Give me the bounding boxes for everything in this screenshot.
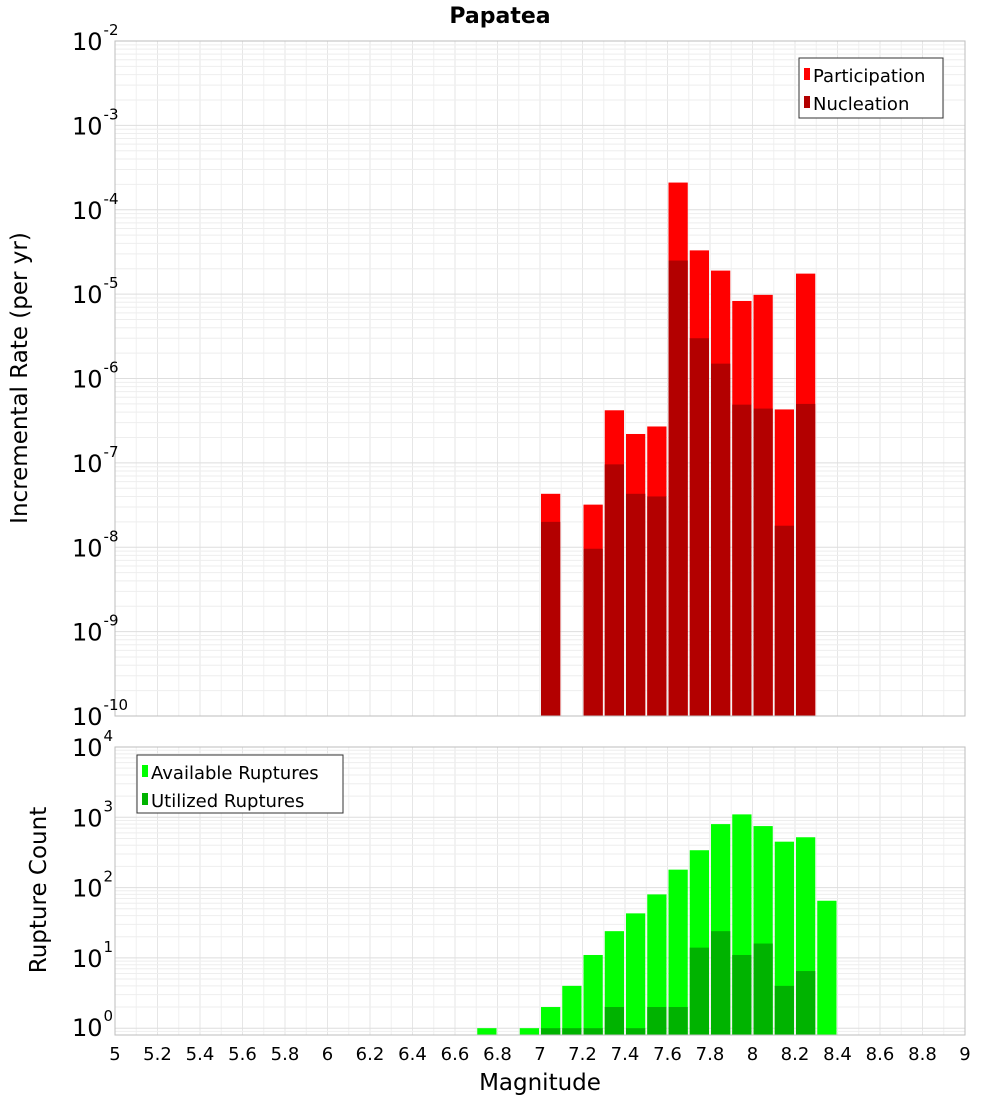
x-tick-label: 7.6 xyxy=(653,1044,682,1065)
top-y-tick-labels: 10-10 10-9 10-8 10-7 10-6 10-5 10-4 10-3 10-2 xyxy=(72,21,128,731)
top-bar-nucleation xyxy=(732,404,752,716)
x-tick-label: 5.8 xyxy=(271,1044,300,1065)
bottom-panel: 100 101 102 103 104 5 5.2 5.4 5.6 5.8 6 6.2 6.4 6.6 6… xyxy=(26,727,971,1096)
top-legend-label: Participation xyxy=(813,66,925,87)
x-tick-label: 7.8 xyxy=(696,1044,725,1065)
bottom-bar-utilized-ruptures xyxy=(753,943,773,1035)
top-bar-nucleation xyxy=(796,403,816,716)
top-bar-nucleation xyxy=(583,548,603,716)
bottom-bar-utilized-ruptures xyxy=(647,1007,667,1035)
top-y-tick-label: 10-7 xyxy=(72,443,119,478)
bottom-bar-available-ruptures xyxy=(583,954,603,1035)
bottom-bar-utilized-ruptures xyxy=(604,1007,624,1035)
x-tick-label: 5 xyxy=(109,1044,120,1065)
top-panel: 10-10 10-9 10-8 10-7 10-6 10-5 10-4 10-3 10-2 In… xyxy=(7,21,966,731)
top-bar-nucleation xyxy=(604,464,624,716)
bottom-y-tick-labels: 100 101 102 103 104 xyxy=(72,727,113,1042)
top-plot-border xyxy=(114,40,966,717)
x-tick-label: 6.6 xyxy=(441,1044,470,1065)
x-tick-label: 5.2 xyxy=(143,1044,172,1065)
bottom-legend-swatch xyxy=(142,793,148,805)
x-tick-label: 6.8 xyxy=(483,1044,512,1065)
bottom-plot-border xyxy=(114,746,966,1036)
top-y-tick-label: 10-8 xyxy=(72,527,119,562)
x-tick-label: 5.4 xyxy=(186,1044,215,1065)
top-y-tick-label: 10-5 xyxy=(72,274,119,309)
top-bar-nucleation xyxy=(626,493,646,716)
x-tick-label: 6.2 xyxy=(356,1044,385,1065)
bottom-bar-utilized-ruptures xyxy=(711,931,731,1035)
top-bar-nucleation xyxy=(753,408,773,716)
bottom-y-tick-label: 101 xyxy=(72,938,113,973)
bottom-bar-utilized-ruptures xyxy=(796,971,816,1035)
bottom-bar-utilized-ruptures xyxy=(732,954,752,1035)
bottom-y-tick-label: 104 xyxy=(72,727,113,762)
bottom-bar-utilized-ruptures xyxy=(562,1028,582,1035)
chart-title: Papatea xyxy=(449,4,550,29)
bottom-legend-box xyxy=(136,754,344,814)
bottom-legend-label: Available Ruptures xyxy=(151,763,319,784)
bottom-legend-label: Utilized Ruptures xyxy=(151,791,304,812)
top-y-tick-label: 10-6 xyxy=(72,359,119,394)
bottom-y-tick-label: 102 xyxy=(72,868,113,903)
top-y-tick-label: 10-9 xyxy=(72,612,119,647)
x-axis-label: Magnitude xyxy=(479,1070,601,1096)
x-tick-label: 8.2 xyxy=(781,1044,810,1065)
bottom-bar-available-ruptures xyxy=(626,913,646,1035)
bottom-bar-available-ruptures xyxy=(562,985,582,1035)
bottom-y-axis-label: Rupture Count xyxy=(26,807,52,973)
top-bar-nucleation xyxy=(774,525,794,716)
x-tick-label: 8 xyxy=(747,1044,758,1065)
top-y-tick-label: 10-10 xyxy=(72,696,128,731)
top-bar-nucleation xyxy=(668,260,688,716)
bottom-bar-utilized-ruptures xyxy=(583,1028,603,1035)
bottom-bar-available-ruptures xyxy=(647,894,667,1035)
x-tick-label: 7 xyxy=(534,1044,545,1065)
x-tick-label: 5.6 xyxy=(228,1044,257,1065)
x-tick-label: 8.6 xyxy=(866,1044,895,1065)
top-y-tick-label: 10-2 xyxy=(72,21,119,56)
top-y-axis-label: Incremental Rate (per yr) xyxy=(7,232,33,524)
bottom-bar-utilized-ruptures xyxy=(774,985,794,1035)
top-bar-nucleation xyxy=(711,363,731,716)
top-legend-box xyxy=(798,57,944,119)
bottom-bar-utilized-ruptures xyxy=(668,1007,688,1035)
top-legend: Participation Nucleation xyxy=(798,57,944,119)
bottom-bar-available-ruptures xyxy=(817,900,837,1035)
bottom-y-tick-label: 103 xyxy=(72,797,113,832)
bottom-legend: Available Ruptures Utilized Ruptures xyxy=(136,754,344,814)
bottom-bar-utilized-ruptures xyxy=(689,947,709,1035)
top-legend-swatch xyxy=(804,96,810,108)
top-grid xyxy=(114,40,966,717)
top-y-tick-label: 10-4 xyxy=(72,190,119,225)
x-tick-label: 8.4 xyxy=(823,1044,852,1065)
x-tick-label: 6.4 xyxy=(398,1044,427,1065)
x-tick-label: 7.2 xyxy=(568,1044,597,1065)
x-tick-label: 9 xyxy=(959,1044,970,1065)
bottom-y-tick-label: 100 xyxy=(72,1007,113,1042)
x-tick-label: 6 xyxy=(322,1044,333,1065)
x-tick-labels: 5 5.2 5.4 5.6 5.8 6 6.2 6.4 6.6 6.8 7 7.2 7.4 7.6 7.8 8… xyxy=(109,1044,970,1065)
bottom-bars xyxy=(477,814,837,1035)
bottom-bar-utilized-ruptures xyxy=(541,1028,561,1035)
bottom-bar-available-ruptures xyxy=(519,1028,539,1035)
top-y-tick-label: 10-3 xyxy=(72,105,119,140)
bottom-legend-swatch xyxy=(142,765,148,777)
top-bar-nucleation xyxy=(689,338,709,716)
top-bar-nucleation xyxy=(647,496,667,716)
top-bars xyxy=(541,182,816,717)
bottom-bar-available-ruptures xyxy=(477,1028,497,1035)
bottom-bar-utilized-ruptures xyxy=(626,1028,646,1035)
bottom-bar-available-ruptures xyxy=(668,869,688,1035)
bottom-bar-available-ruptures xyxy=(541,1007,561,1035)
x-tick-label: 7.4 xyxy=(611,1044,640,1065)
top-bar-nucleation xyxy=(541,521,561,716)
x-tick-label: 8.8 xyxy=(908,1044,937,1065)
top-legend-label: Nucleation xyxy=(813,94,909,115)
top-legend-swatch xyxy=(804,68,810,80)
